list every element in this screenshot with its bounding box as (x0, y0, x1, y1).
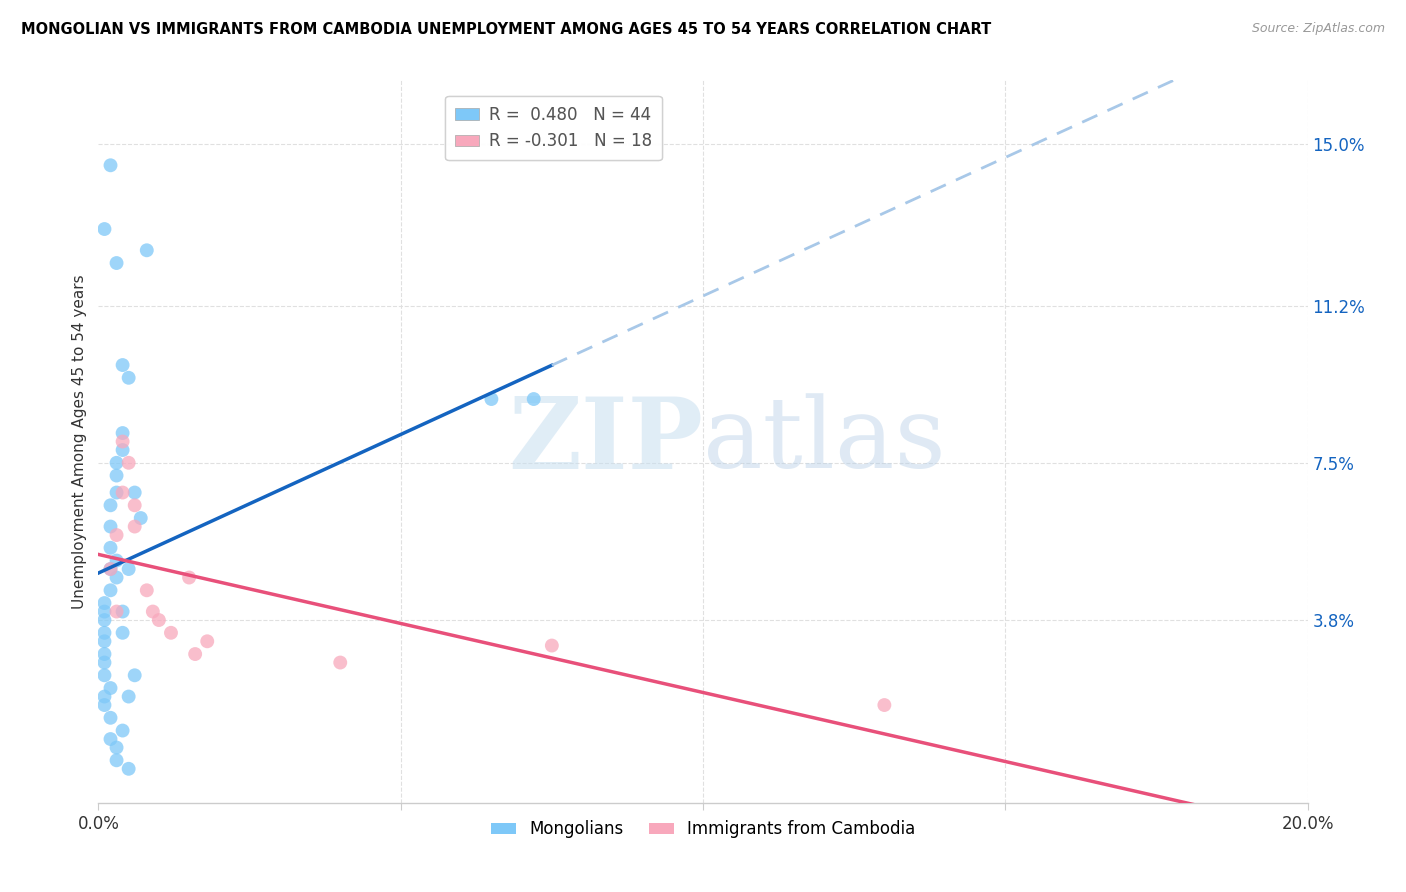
Point (124, 668, 146, 682)
Point (111, 723, 134, 738)
Point (93, 222, 115, 236)
Point (111, 485, 134, 500)
Point (873, 698, 896, 712)
Point (105, 485, 128, 500)
Point (118, 371, 141, 385)
Point (481, 392, 503, 406)
Text: atlas: atlas (703, 393, 946, 490)
Point (195, 634, 218, 648)
Point (118, 562, 141, 576)
Point (118, 690, 141, 704)
Point (93, 613, 115, 627)
Point (142, 605, 165, 619)
Point (105, 553, 128, 567)
Point (111, 434, 134, 449)
Point (100, 562, 122, 576)
Point (105, 605, 128, 619)
Point (118, 456, 141, 470)
Point (93, 647, 115, 661)
Point (148, 613, 170, 627)
Point (105, 256, 128, 270)
Point (540, 639, 562, 653)
Point (100, 498, 122, 512)
Point (100, 158, 122, 172)
Point (111, 425, 134, 440)
Point (100, 711, 122, 725)
Point (179, 570, 201, 584)
Point (135, 583, 157, 598)
Text: MONGOLIAN VS IMMIGRANTS FROM CAMBODIA UNEMPLOYMENT AMONG AGES 45 TO 54 YEARS COR: MONGOLIAN VS IMMIGRANTS FROM CAMBODIA UN… (21, 22, 991, 37)
Point (124, 519, 146, 533)
Point (100, 732, 122, 747)
Point (100, 562, 122, 576)
Point (93, 634, 115, 648)
Point (100, 583, 122, 598)
Point (105, 528, 128, 542)
Point (111, 605, 134, 619)
Point (118, 762, 141, 776)
Point (124, 485, 146, 500)
Point (105, 468, 128, 483)
Point (111, 625, 134, 640)
Point (129, 511, 152, 525)
Point (93, 668, 115, 682)
Legend: Mongolians, Immigrants from Cambodia: Mongolians, Immigrants from Cambodia (484, 814, 922, 845)
Point (105, 753, 128, 767)
Point (523, 392, 546, 406)
Point (93, 698, 115, 712)
Point (100, 681, 122, 695)
Point (135, 244, 157, 258)
Point (93, 596, 115, 610)
Text: Source: ZipAtlas.com: Source: ZipAtlas.com (1251, 22, 1385, 36)
Y-axis label: Unemployment Among Ages 45 to 54 years: Unemployment Among Ages 45 to 54 years (72, 274, 87, 609)
Point (105, 570, 128, 584)
Point (105, 456, 128, 470)
Point (100, 541, 122, 555)
Point (105, 740, 128, 755)
Text: ZIP: ZIP (508, 393, 703, 490)
Point (111, 358, 134, 372)
Point (184, 647, 207, 661)
Point (124, 498, 146, 512)
Point (93, 605, 115, 619)
Point (100, 519, 122, 533)
Point (93, 690, 115, 704)
Point (329, 656, 352, 670)
Point (93, 656, 115, 670)
Point (160, 625, 183, 640)
Point (111, 443, 134, 458)
Point (93, 625, 115, 640)
